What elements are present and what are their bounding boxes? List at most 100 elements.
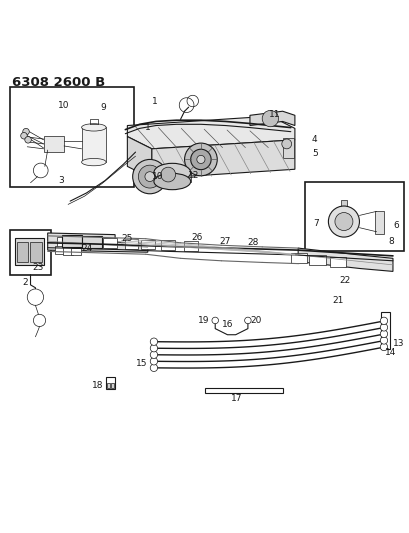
Circle shape [27, 289, 43, 305]
Bar [10, 230, 51, 276]
Circle shape [211, 317, 218, 324]
Text: 6308 2600 B: 6308 2600 B [12, 77, 105, 90]
Bar [72, 238, 86, 248]
Circle shape [380, 324, 387, 331]
Polygon shape [127, 136, 151, 179]
Text: 5: 5 [311, 149, 317, 158]
Text: 17: 17 [231, 393, 242, 402]
Text: 19: 19 [198, 316, 209, 325]
Bar [329, 257, 345, 266]
Circle shape [196, 155, 204, 164]
Bar [304, 182, 403, 251]
Text: 1: 1 [145, 123, 151, 132]
Text: 3: 3 [58, 176, 64, 185]
Circle shape [150, 338, 157, 345]
Circle shape [150, 364, 157, 372]
Bar [183, 241, 197, 251]
Text: 18: 18 [92, 381, 103, 390]
Circle shape [262, 110, 278, 127]
Bar [107, 383, 110, 388]
Bar [15, 238, 43, 265]
Bar [340, 200, 346, 207]
Text: 4: 4 [310, 135, 316, 144]
Text: 10: 10 [58, 101, 69, 110]
Text: 9: 9 [100, 103, 106, 111]
Text: 27: 27 [219, 238, 231, 246]
Ellipse shape [81, 124, 106, 131]
Bar [103, 238, 117, 248]
Text: 13: 13 [392, 339, 403, 348]
Bar [63, 247, 73, 255]
Bar [17, 242, 28, 262]
Bar [57, 237, 71, 247]
Text: 7: 7 [312, 219, 318, 228]
Text: 16: 16 [221, 320, 233, 329]
Bar [308, 255, 325, 265]
Text: 28: 28 [247, 238, 258, 247]
Bar [71, 248, 81, 255]
Circle shape [23, 128, 29, 135]
Circle shape [150, 351, 157, 358]
Polygon shape [249, 111, 294, 126]
Text: 2: 2 [23, 278, 28, 287]
Text: 21: 21 [331, 295, 343, 304]
Bar [290, 253, 306, 263]
Ellipse shape [81, 158, 106, 166]
Bar [43, 136, 64, 152]
Circle shape [25, 136, 31, 143]
Bar [282, 138, 293, 158]
Bar [111, 383, 114, 388]
Text: 11: 11 [268, 110, 279, 118]
Bar [82, 236, 102, 248]
Bar [55, 246, 65, 254]
Text: 26: 26 [191, 232, 202, 241]
Circle shape [380, 317, 387, 325]
Text: 12: 12 [187, 171, 199, 180]
Bar [153, 173, 190, 182]
Text: 22: 22 [338, 276, 350, 285]
Text: 8: 8 [388, 237, 393, 246]
Ellipse shape [153, 173, 190, 190]
Polygon shape [127, 116, 294, 149]
Text: 24: 24 [81, 244, 92, 253]
Circle shape [144, 172, 154, 182]
Circle shape [190, 149, 211, 169]
Bar [30, 242, 41, 262]
Circle shape [380, 337, 387, 344]
Circle shape [160, 167, 175, 182]
Bar [141, 239, 154, 249]
Text: 6: 6 [392, 221, 398, 230]
Text: 20: 20 [250, 316, 261, 325]
Circle shape [281, 139, 291, 149]
Bar [374, 212, 383, 234]
Polygon shape [151, 140, 294, 179]
Polygon shape [47, 233, 147, 252]
Bar [380, 312, 389, 349]
Text: 14: 14 [384, 348, 395, 357]
Circle shape [21, 133, 27, 139]
Circle shape [150, 358, 157, 365]
Circle shape [380, 343, 387, 351]
Text: 10: 10 [152, 172, 163, 181]
Bar [204, 388, 282, 393]
Text: 1: 1 [152, 96, 157, 106]
Circle shape [244, 317, 251, 324]
Bar [161, 240, 175, 250]
Bar [81, 127, 106, 162]
Circle shape [150, 344, 157, 352]
Circle shape [184, 143, 217, 176]
Text: 23: 23 [33, 263, 44, 272]
Circle shape [380, 330, 387, 337]
Bar [87, 238, 101, 248]
Polygon shape [297, 248, 392, 271]
Circle shape [328, 206, 359, 237]
Text: 25: 25 [121, 234, 133, 243]
Text: 15: 15 [136, 359, 147, 368]
Circle shape [138, 165, 161, 188]
Circle shape [33, 314, 45, 327]
Bar [106, 377, 115, 389]
Ellipse shape [153, 163, 190, 182]
Circle shape [334, 213, 352, 231]
Bar [62, 235, 81, 247]
Bar [124, 239, 138, 248]
